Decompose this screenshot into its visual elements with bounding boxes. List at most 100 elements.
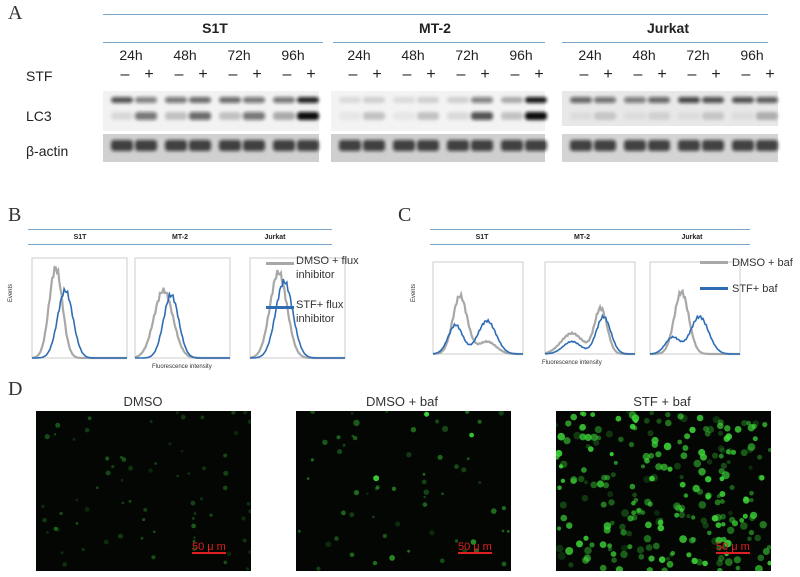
cell-dot [103, 539, 109, 545]
cell-dot [723, 435, 730, 442]
blot-band [570, 97, 592, 103]
plus-sign: + [657, 66, 667, 83]
cell-dot [619, 523, 626, 531]
blot-band [297, 140, 319, 151]
cell-dot [84, 427, 90, 433]
panel-b-hdr-rule [28, 244, 332, 245]
cell-dot [247, 419, 252, 424]
blot-band [165, 140, 187, 151]
plus-sign: + [306, 66, 316, 83]
minus-sign: – [402, 66, 412, 83]
cell-dot [679, 508, 684, 513]
micrograph-stf-baf: 50 μ m [553, 409, 772, 574]
cell-dot [703, 426, 709, 432]
cell-dot [563, 437, 571, 445]
cell-dot [584, 546, 592, 555]
cell-dot [724, 558, 733, 566]
cell-dot [191, 523, 197, 529]
cell-dot [557, 552, 566, 560]
cell-dot [607, 547, 613, 552]
cell-dot [754, 534, 761, 542]
cell-dot [242, 409, 248, 415]
cell-dot [576, 540, 583, 548]
timepoint-label: 96h [281, 47, 305, 63]
cell-dot [442, 425, 449, 432]
timepoint-label: 72h [455, 47, 479, 63]
cell-dot [742, 513, 748, 519]
cell-dot [704, 430, 711, 437]
timepoint-label: 24h [578, 47, 602, 63]
panel-a-letter: A [8, 2, 23, 24]
cell-dot [41, 504, 45, 509]
cell-dot [758, 474, 765, 481]
cell-dot [631, 500, 636, 506]
cell-dot [719, 491, 726, 497]
cell-dot [705, 476, 712, 483]
legend-b-stf: STF+ flux inhibitor [266, 298, 396, 328]
cell-dot [673, 502, 681, 510]
minus-sign: – [456, 66, 466, 83]
cell-dot [714, 499, 721, 506]
cell-dot [470, 539, 477, 545]
cell-dot [654, 510, 660, 516]
cell-dot [316, 566, 321, 571]
cell-dot [724, 425, 731, 432]
cell-dot [389, 555, 395, 561]
cell-dot [762, 422, 768, 428]
histogram-curve [134, 287, 230, 360]
cell-dot [726, 460, 731, 465]
row-label-lc3: LC3 [26, 108, 52, 124]
cell-dot [645, 521, 652, 529]
cell-dot [717, 567, 723, 574]
cell-dot [119, 455, 123, 459]
blot-band [648, 140, 670, 151]
legend-b-dmso: DMSO + flux inhibitor [266, 254, 396, 284]
histogram-curve [544, 303, 635, 356]
cell-dot [579, 411, 584, 416]
blot-band [165, 112, 187, 120]
cell-dot [603, 526, 611, 534]
cell-dot [718, 453, 724, 459]
cell-dot [658, 556, 666, 563]
cell-dot [631, 414, 640, 423]
cell-dot [584, 433, 592, 441]
cell-dot [660, 463, 668, 471]
cell-dot [600, 501, 607, 508]
blot-band [417, 140, 439, 151]
histogram-frame [649, 261, 741, 355]
cell-dot [461, 467, 467, 473]
cell-dot [741, 420, 748, 427]
cell-dot [627, 515, 634, 522]
cell-dot [740, 522, 748, 530]
cell-dot [644, 458, 650, 464]
cell-dot [751, 423, 757, 429]
flow-b-x-label: Fluorescence intensity [152, 364, 212, 370]
cell-dot [747, 536, 752, 542]
cell-dot [44, 434, 50, 440]
cell-dot [491, 508, 497, 514]
cell-dot [501, 561, 507, 567]
cell-dot [590, 433, 598, 441]
cell-dot [602, 482, 610, 489]
cell-dot [698, 468, 706, 476]
timepoint-label: 48h [401, 47, 425, 63]
micrograph-dmso-baf: 50 μ m [296, 409, 511, 571]
cell-dot [477, 419, 482, 424]
cell-dot [757, 454, 763, 460]
blot-band [702, 97, 724, 103]
cell-dot [422, 502, 428, 507]
cell-dot [429, 530, 435, 536]
blot-band [111, 140, 133, 151]
cell-dot [454, 539, 459, 543]
cell-line-rule-s1t [103, 42, 323, 43]
minus-sign: – [633, 66, 643, 83]
panel-c-top-rule [430, 229, 750, 230]
cell-dot [750, 511, 758, 519]
cell-dot [631, 514, 638, 521]
cell-dot [349, 512, 355, 518]
cell-dot [686, 552, 692, 558]
cell-dot [636, 508, 642, 513]
cell-dot [336, 435, 341, 440]
histogram-curve [432, 318, 523, 355]
plus-sign: + [603, 66, 613, 83]
